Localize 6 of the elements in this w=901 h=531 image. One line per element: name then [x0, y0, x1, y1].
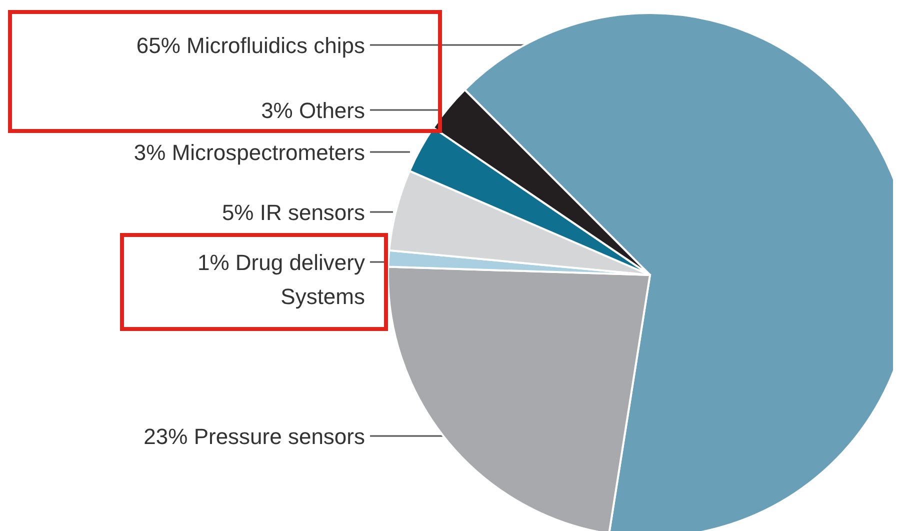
slice-label: 5% IR sensors [222, 200, 365, 224]
slice-label: 3% Others [261, 98, 365, 122]
slice-label: 3% Microspectrometers [134, 140, 365, 164]
slice-label: 23% Pressure sensors [144, 424, 365, 448]
slice-label: 65% Microfluidics chips [136, 32, 365, 58]
slice-label: 1% Drug delivery Systems [197, 250, 365, 308]
